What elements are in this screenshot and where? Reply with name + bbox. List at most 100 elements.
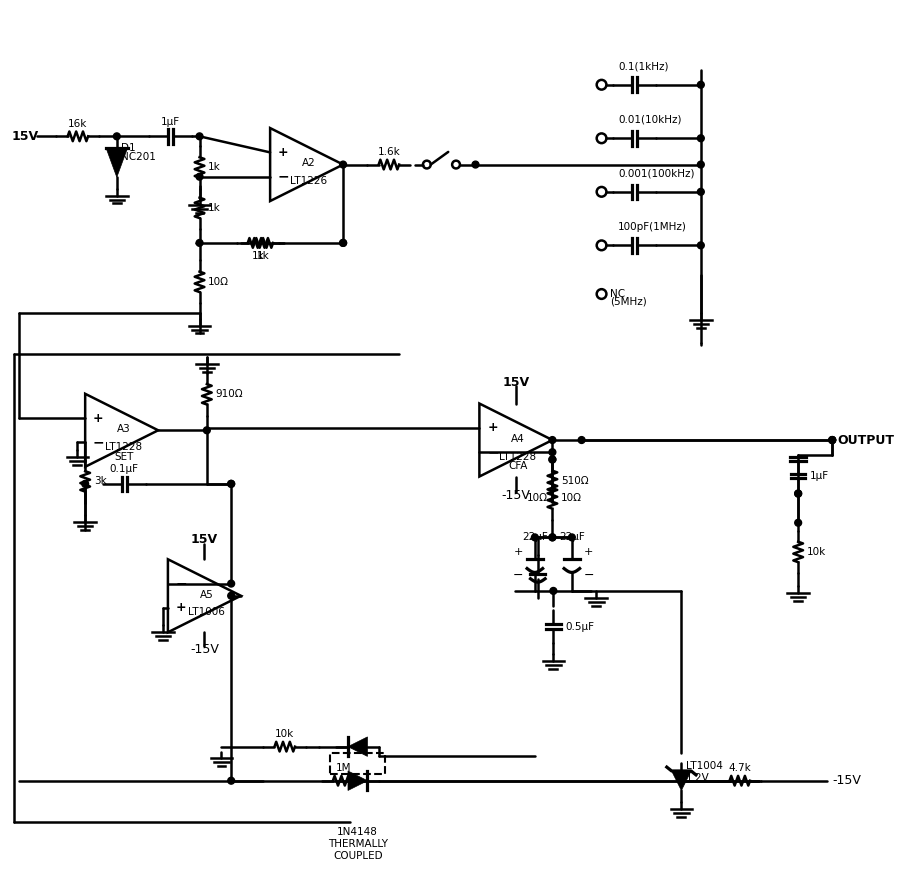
Text: +: + <box>487 422 498 434</box>
Text: LT1226: LT1226 <box>290 176 327 186</box>
Circle shape <box>829 437 836 444</box>
Text: 1μF: 1μF <box>810 471 829 481</box>
Circle shape <box>698 161 704 168</box>
Text: LT1004: LT1004 <box>686 761 723 771</box>
Polygon shape <box>348 771 367 790</box>
Circle shape <box>698 242 704 249</box>
Polygon shape <box>106 148 128 177</box>
Text: −: − <box>583 569 594 582</box>
Text: SET: SET <box>114 452 133 461</box>
Text: 510Ω: 510Ω <box>562 476 589 486</box>
Circle shape <box>228 777 235 784</box>
Circle shape <box>228 481 235 487</box>
Circle shape <box>228 580 235 587</box>
Polygon shape <box>348 736 367 757</box>
Text: 15V: 15V <box>191 534 218 546</box>
Text: 1k: 1k <box>252 250 265 261</box>
Text: 15V: 15V <box>502 376 529 389</box>
Circle shape <box>578 437 585 444</box>
Text: +: + <box>514 547 523 557</box>
Text: 0.001(100kHz): 0.001(100kHz) <box>618 168 695 178</box>
Circle shape <box>203 427 211 434</box>
Circle shape <box>698 189 704 195</box>
Text: -15V: -15V <box>501 490 530 503</box>
Text: 22μF: 22μF <box>559 532 585 542</box>
Circle shape <box>549 534 556 541</box>
Text: 100pF(1MHz): 100pF(1MHz) <box>618 221 687 232</box>
Text: 15V: 15V <box>12 130 39 143</box>
Text: 1M: 1M <box>336 763 351 773</box>
Circle shape <box>678 777 685 784</box>
Text: CFA: CFA <box>508 461 527 472</box>
Text: 1k: 1k <box>208 203 221 213</box>
Text: 10k: 10k <box>275 729 294 739</box>
Text: 0.5μF: 0.5μF <box>565 622 594 632</box>
Text: (5MHz): (5MHz) <box>610 296 647 307</box>
Text: 4.7k: 4.7k <box>728 763 752 773</box>
Text: 10Ω: 10Ω <box>526 493 547 504</box>
Circle shape <box>228 481 235 487</box>
Circle shape <box>829 437 836 444</box>
Text: LT1228: LT1228 <box>500 452 536 461</box>
Text: A5: A5 <box>200 590 213 600</box>
Text: −: − <box>278 169 290 183</box>
Text: THERMALLY: THERMALLY <box>328 839 388 849</box>
Text: −: − <box>513 569 523 582</box>
Text: A2: A2 <box>302 159 315 168</box>
Text: -15V: -15V <box>832 774 861 788</box>
Circle shape <box>196 240 203 246</box>
Circle shape <box>339 240 346 246</box>
Circle shape <box>228 593 235 599</box>
Circle shape <box>549 449 556 456</box>
Circle shape <box>196 133 203 139</box>
Text: 1μF: 1μF <box>161 116 180 127</box>
Polygon shape <box>671 771 691 790</box>
Text: NC: NC <box>610 289 626 299</box>
Text: A4: A4 <box>511 434 525 444</box>
Text: NC201: NC201 <box>121 152 156 161</box>
Text: D1: D1 <box>121 143 135 153</box>
Circle shape <box>550 587 557 594</box>
Text: 10k: 10k <box>807 547 826 557</box>
Circle shape <box>549 456 556 463</box>
Circle shape <box>549 534 556 541</box>
Circle shape <box>698 81 704 88</box>
Circle shape <box>569 534 575 541</box>
Circle shape <box>795 490 802 497</box>
Text: −: − <box>487 445 499 460</box>
Circle shape <box>795 490 802 497</box>
Text: 0.1(1kHz): 0.1(1kHz) <box>618 61 669 71</box>
Text: 1N4148: 1N4148 <box>338 827 378 837</box>
Text: +: + <box>583 547 593 557</box>
Circle shape <box>698 135 704 142</box>
Text: OUTPUT: OUTPUT <box>837 434 894 446</box>
Circle shape <box>549 456 556 463</box>
Text: 1.6k: 1.6k <box>377 146 400 157</box>
Text: 1.2V: 1.2V <box>686 773 710 782</box>
Circle shape <box>829 437 836 444</box>
Text: 10Ω: 10Ω <box>208 277 230 287</box>
Circle shape <box>549 437 556 444</box>
Text: +: + <box>176 602 186 615</box>
Text: -15V: -15V <box>190 643 219 656</box>
Circle shape <box>472 161 479 168</box>
Text: LT1006: LT1006 <box>188 608 225 617</box>
Circle shape <box>795 519 802 527</box>
Text: 3k: 3k <box>94 476 107 486</box>
Circle shape <box>339 240 346 246</box>
Circle shape <box>196 174 203 180</box>
Text: 0.1μF: 0.1μF <box>110 464 139 475</box>
Text: 16k: 16k <box>68 118 87 129</box>
Text: +: + <box>278 146 289 159</box>
Text: 0.01(10kHz): 0.01(10kHz) <box>618 115 681 124</box>
Text: LT1228: LT1228 <box>105 442 142 452</box>
Text: COUPLED: COUPLED <box>333 851 382 861</box>
Text: 10Ω: 10Ω <box>562 493 582 504</box>
Circle shape <box>82 481 88 487</box>
Circle shape <box>339 161 346 168</box>
Text: 1k: 1k <box>208 162 221 173</box>
Text: 910Ω: 910Ω <box>216 389 243 400</box>
Text: −: − <box>93 436 104 450</box>
Text: 22μF: 22μF <box>522 532 548 542</box>
Text: A3: A3 <box>117 424 130 434</box>
